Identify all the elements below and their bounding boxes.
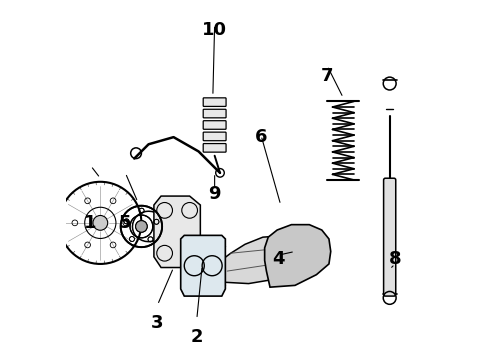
Circle shape bbox=[136, 221, 147, 232]
Circle shape bbox=[205, 135, 208, 138]
Circle shape bbox=[93, 216, 108, 230]
Circle shape bbox=[219, 135, 222, 138]
FancyBboxPatch shape bbox=[203, 121, 226, 129]
Circle shape bbox=[205, 123, 208, 127]
Text: 10: 10 bbox=[202, 21, 227, 39]
Text: 2: 2 bbox=[191, 328, 203, 346]
FancyBboxPatch shape bbox=[203, 132, 226, 141]
Circle shape bbox=[219, 112, 222, 115]
Text: 9: 9 bbox=[208, 185, 221, 203]
Polygon shape bbox=[181, 235, 225, 296]
Polygon shape bbox=[202, 235, 323, 284]
FancyBboxPatch shape bbox=[384, 178, 396, 296]
Text: 8: 8 bbox=[389, 249, 401, 267]
Text: 3: 3 bbox=[151, 314, 164, 332]
FancyBboxPatch shape bbox=[203, 144, 226, 152]
Ellipse shape bbox=[132, 211, 165, 242]
Text: 6: 6 bbox=[255, 128, 268, 146]
Circle shape bbox=[219, 146, 222, 150]
Circle shape bbox=[205, 100, 208, 104]
Text: 1: 1 bbox=[84, 214, 97, 232]
Circle shape bbox=[205, 112, 208, 115]
FancyBboxPatch shape bbox=[203, 98, 226, 107]
Polygon shape bbox=[265, 225, 331, 287]
Text: 7: 7 bbox=[321, 67, 333, 85]
FancyBboxPatch shape bbox=[203, 109, 226, 118]
Text: 4: 4 bbox=[273, 249, 285, 267]
Polygon shape bbox=[154, 196, 200, 267]
Text: 5: 5 bbox=[119, 214, 132, 232]
Circle shape bbox=[136, 221, 147, 232]
Circle shape bbox=[219, 123, 222, 127]
Circle shape bbox=[219, 100, 222, 104]
Circle shape bbox=[205, 146, 208, 150]
